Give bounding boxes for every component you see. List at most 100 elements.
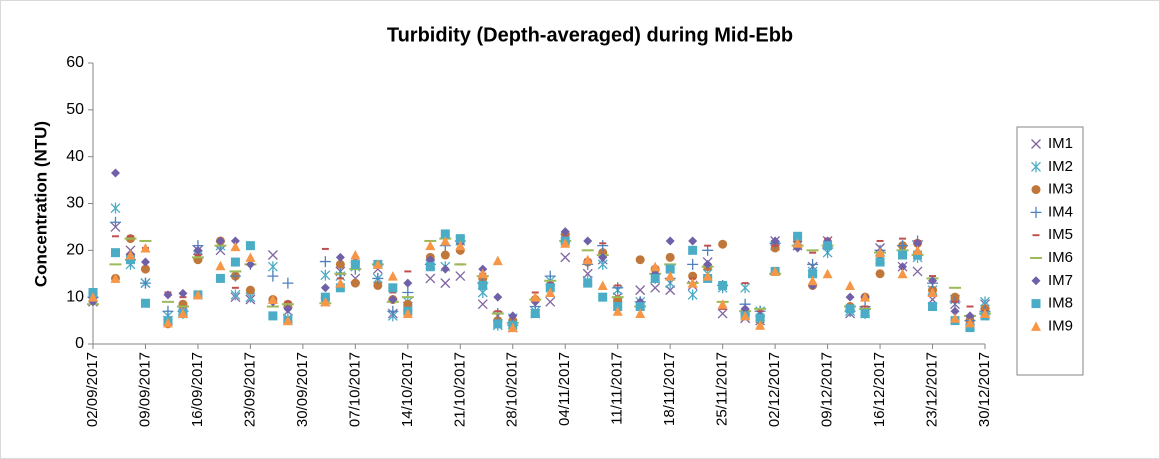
point xyxy=(913,238,923,248)
point xyxy=(717,308,728,319)
point xyxy=(110,248,120,258)
point xyxy=(493,292,503,302)
point xyxy=(530,292,541,302)
point xyxy=(823,241,833,251)
point xyxy=(665,285,676,296)
point xyxy=(403,299,413,309)
legend-marker xyxy=(1031,299,1041,309)
x-tick-label: 02/09/2017 xyxy=(84,352,101,427)
point xyxy=(440,264,450,274)
point xyxy=(665,252,675,262)
point xyxy=(687,289,698,301)
point xyxy=(350,278,360,288)
point xyxy=(545,296,556,307)
legend-box xyxy=(1016,126,1084,376)
point xyxy=(440,229,450,239)
point xyxy=(875,247,886,258)
point xyxy=(229,270,241,282)
point xyxy=(650,261,661,272)
chart-title: Turbidity (Depth-averaged) during Mid-Eb… xyxy=(387,24,793,46)
point xyxy=(245,252,256,262)
point xyxy=(807,275,818,286)
x-tick-label: 23/09/2017 xyxy=(241,352,258,427)
point xyxy=(350,259,360,269)
point xyxy=(897,268,908,279)
y-tick-label: 10 xyxy=(66,288,84,305)
point xyxy=(387,271,398,281)
point xyxy=(440,235,451,246)
legend-label: IM8 xyxy=(1048,295,1073,312)
point xyxy=(283,304,293,314)
point xyxy=(635,302,645,312)
point xyxy=(560,252,571,263)
point xyxy=(282,315,293,326)
point xyxy=(912,245,923,255)
y-tick-label: 40 xyxy=(66,148,84,165)
point xyxy=(755,320,766,330)
point xyxy=(860,309,870,319)
point xyxy=(335,252,345,262)
point xyxy=(110,273,121,283)
y-tick-label: 50 xyxy=(66,101,84,118)
point xyxy=(717,299,728,309)
point xyxy=(583,236,593,246)
point xyxy=(702,271,713,281)
point xyxy=(635,255,645,265)
point xyxy=(215,236,225,246)
point xyxy=(215,273,225,283)
point xyxy=(177,308,188,319)
point xyxy=(267,270,279,282)
point xyxy=(230,257,240,267)
point xyxy=(688,236,698,246)
x-tick-label: 25/11/2017 xyxy=(714,352,731,426)
point xyxy=(583,278,593,288)
point xyxy=(403,278,413,288)
x-tick-label: 09/09/2017 xyxy=(136,352,153,427)
point xyxy=(665,271,676,281)
legend-marker xyxy=(1031,276,1041,286)
point xyxy=(530,309,540,319)
point xyxy=(320,283,330,293)
point xyxy=(162,305,174,317)
point xyxy=(597,280,608,290)
point xyxy=(440,250,450,260)
point xyxy=(598,252,608,262)
x-tick-label: 02/12/2017 xyxy=(766,352,783,427)
legend-label: IM5 xyxy=(1048,226,1073,243)
x-tick-label: 09/12/2017 xyxy=(819,352,836,427)
legend-label: IM7 xyxy=(1048,272,1073,289)
x-tick-label: 23/12/2017 xyxy=(923,352,940,427)
point xyxy=(860,292,871,302)
point xyxy=(335,259,345,269)
point xyxy=(230,236,240,246)
point xyxy=(665,236,675,246)
legend-marker xyxy=(1031,139,1041,149)
point xyxy=(387,305,399,317)
point xyxy=(635,285,646,296)
point xyxy=(192,289,203,300)
point xyxy=(770,266,781,276)
point xyxy=(139,277,151,289)
point xyxy=(687,258,699,270)
point xyxy=(897,240,909,252)
x-tick-label: 11/11/2017 xyxy=(609,352,626,425)
point xyxy=(110,202,121,214)
point xyxy=(560,227,570,237)
point xyxy=(898,262,908,272)
point xyxy=(455,271,466,282)
point xyxy=(875,257,885,267)
point xyxy=(282,277,294,289)
point xyxy=(335,278,346,288)
point xyxy=(875,269,885,279)
legend-marker xyxy=(1031,185,1041,195)
point xyxy=(650,273,660,283)
x-tick-label: 14/10/2017 xyxy=(399,352,416,427)
point xyxy=(740,304,750,314)
x-tick-label: 30/12/2017 xyxy=(976,352,993,427)
point xyxy=(109,216,121,228)
point xyxy=(425,240,436,251)
point xyxy=(163,290,173,300)
legend-label: IM3 xyxy=(1048,181,1073,198)
point xyxy=(740,282,751,294)
y-tick-label: 20 xyxy=(66,242,84,259)
